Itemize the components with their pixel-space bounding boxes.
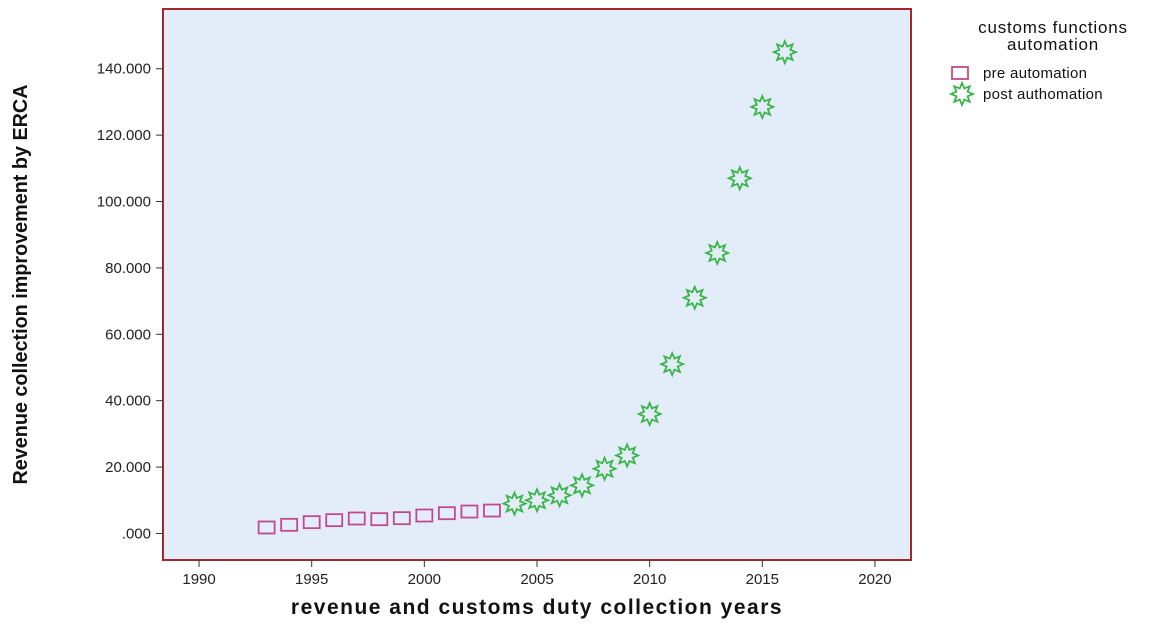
pre-automation-point	[437, 506, 456, 521]
legend-title: customs functions	[978, 18, 1128, 37]
x-tick-label: 2010	[633, 571, 666, 588]
pre-automation-point	[370, 512, 389, 527]
pre-automation-point	[280, 517, 299, 532]
x-axis-title: revenue and customs duty collection year…	[291, 596, 783, 619]
legend-label: pre automation	[983, 65, 1087, 82]
post-automation-point	[613, 442, 641, 469]
pre-automation-point	[483, 503, 501, 518]
post-automation-point	[546, 481, 573, 509]
y-tick-label: 60.000	[105, 326, 151, 343]
y-tick-label: .000	[122, 525, 151, 542]
post-automation-point	[703, 239, 731, 267]
post-automation-point	[501, 490, 528, 517]
pre-automation-point	[257, 520, 276, 535]
pre-automation-point	[302, 515, 321, 530]
post-automation-point	[523, 486, 551, 514]
post-automation-point	[771, 38, 799, 66]
post-automation-point	[636, 400, 663, 428]
pre-automation-point	[392, 511, 411, 526]
x-tick-label: 2020	[858, 571, 891, 588]
x-tick-label: 1995	[295, 571, 328, 588]
x-tick-label: 2000	[408, 571, 441, 588]
post-automation-point	[681, 284, 709, 312]
y-tick-label: 100.000	[97, 194, 151, 211]
y-tick-label: 40.000	[105, 393, 151, 410]
legend-marker-post-automation	[948, 80, 976, 108]
x-tick-label: 2005	[520, 571, 553, 588]
y-tick-label: 20.000	[105, 459, 151, 476]
pre-automation-point	[325, 513, 344, 528]
legend-title: automation	[1007, 35, 1099, 54]
post-automation-point	[748, 93, 776, 121]
x-tick-label: 2015	[746, 571, 779, 588]
plot-area	[162, 8, 912, 561]
legend-label: post authomation	[983, 86, 1103, 103]
pre-automation-point	[415, 508, 434, 523]
y-axis-title: Revenue collection improvement by ERCA	[10, 85, 32, 485]
post-automation-point	[658, 350, 686, 378]
post-automation-point	[591, 455, 618, 483]
post-automation-point	[568, 472, 596, 499]
x-tick-label: 1990	[182, 571, 215, 588]
pre-automation-point	[460, 504, 479, 519]
y-tick-label: 140.000	[97, 61, 151, 78]
post-automation-point	[726, 164, 754, 192]
pre-automation-point	[347, 511, 366, 526]
y-tick-label: 120.000	[97, 127, 151, 144]
y-tick-label: 80.000	[105, 260, 151, 277]
legend-marker-pre-automation	[951, 66, 969, 80]
